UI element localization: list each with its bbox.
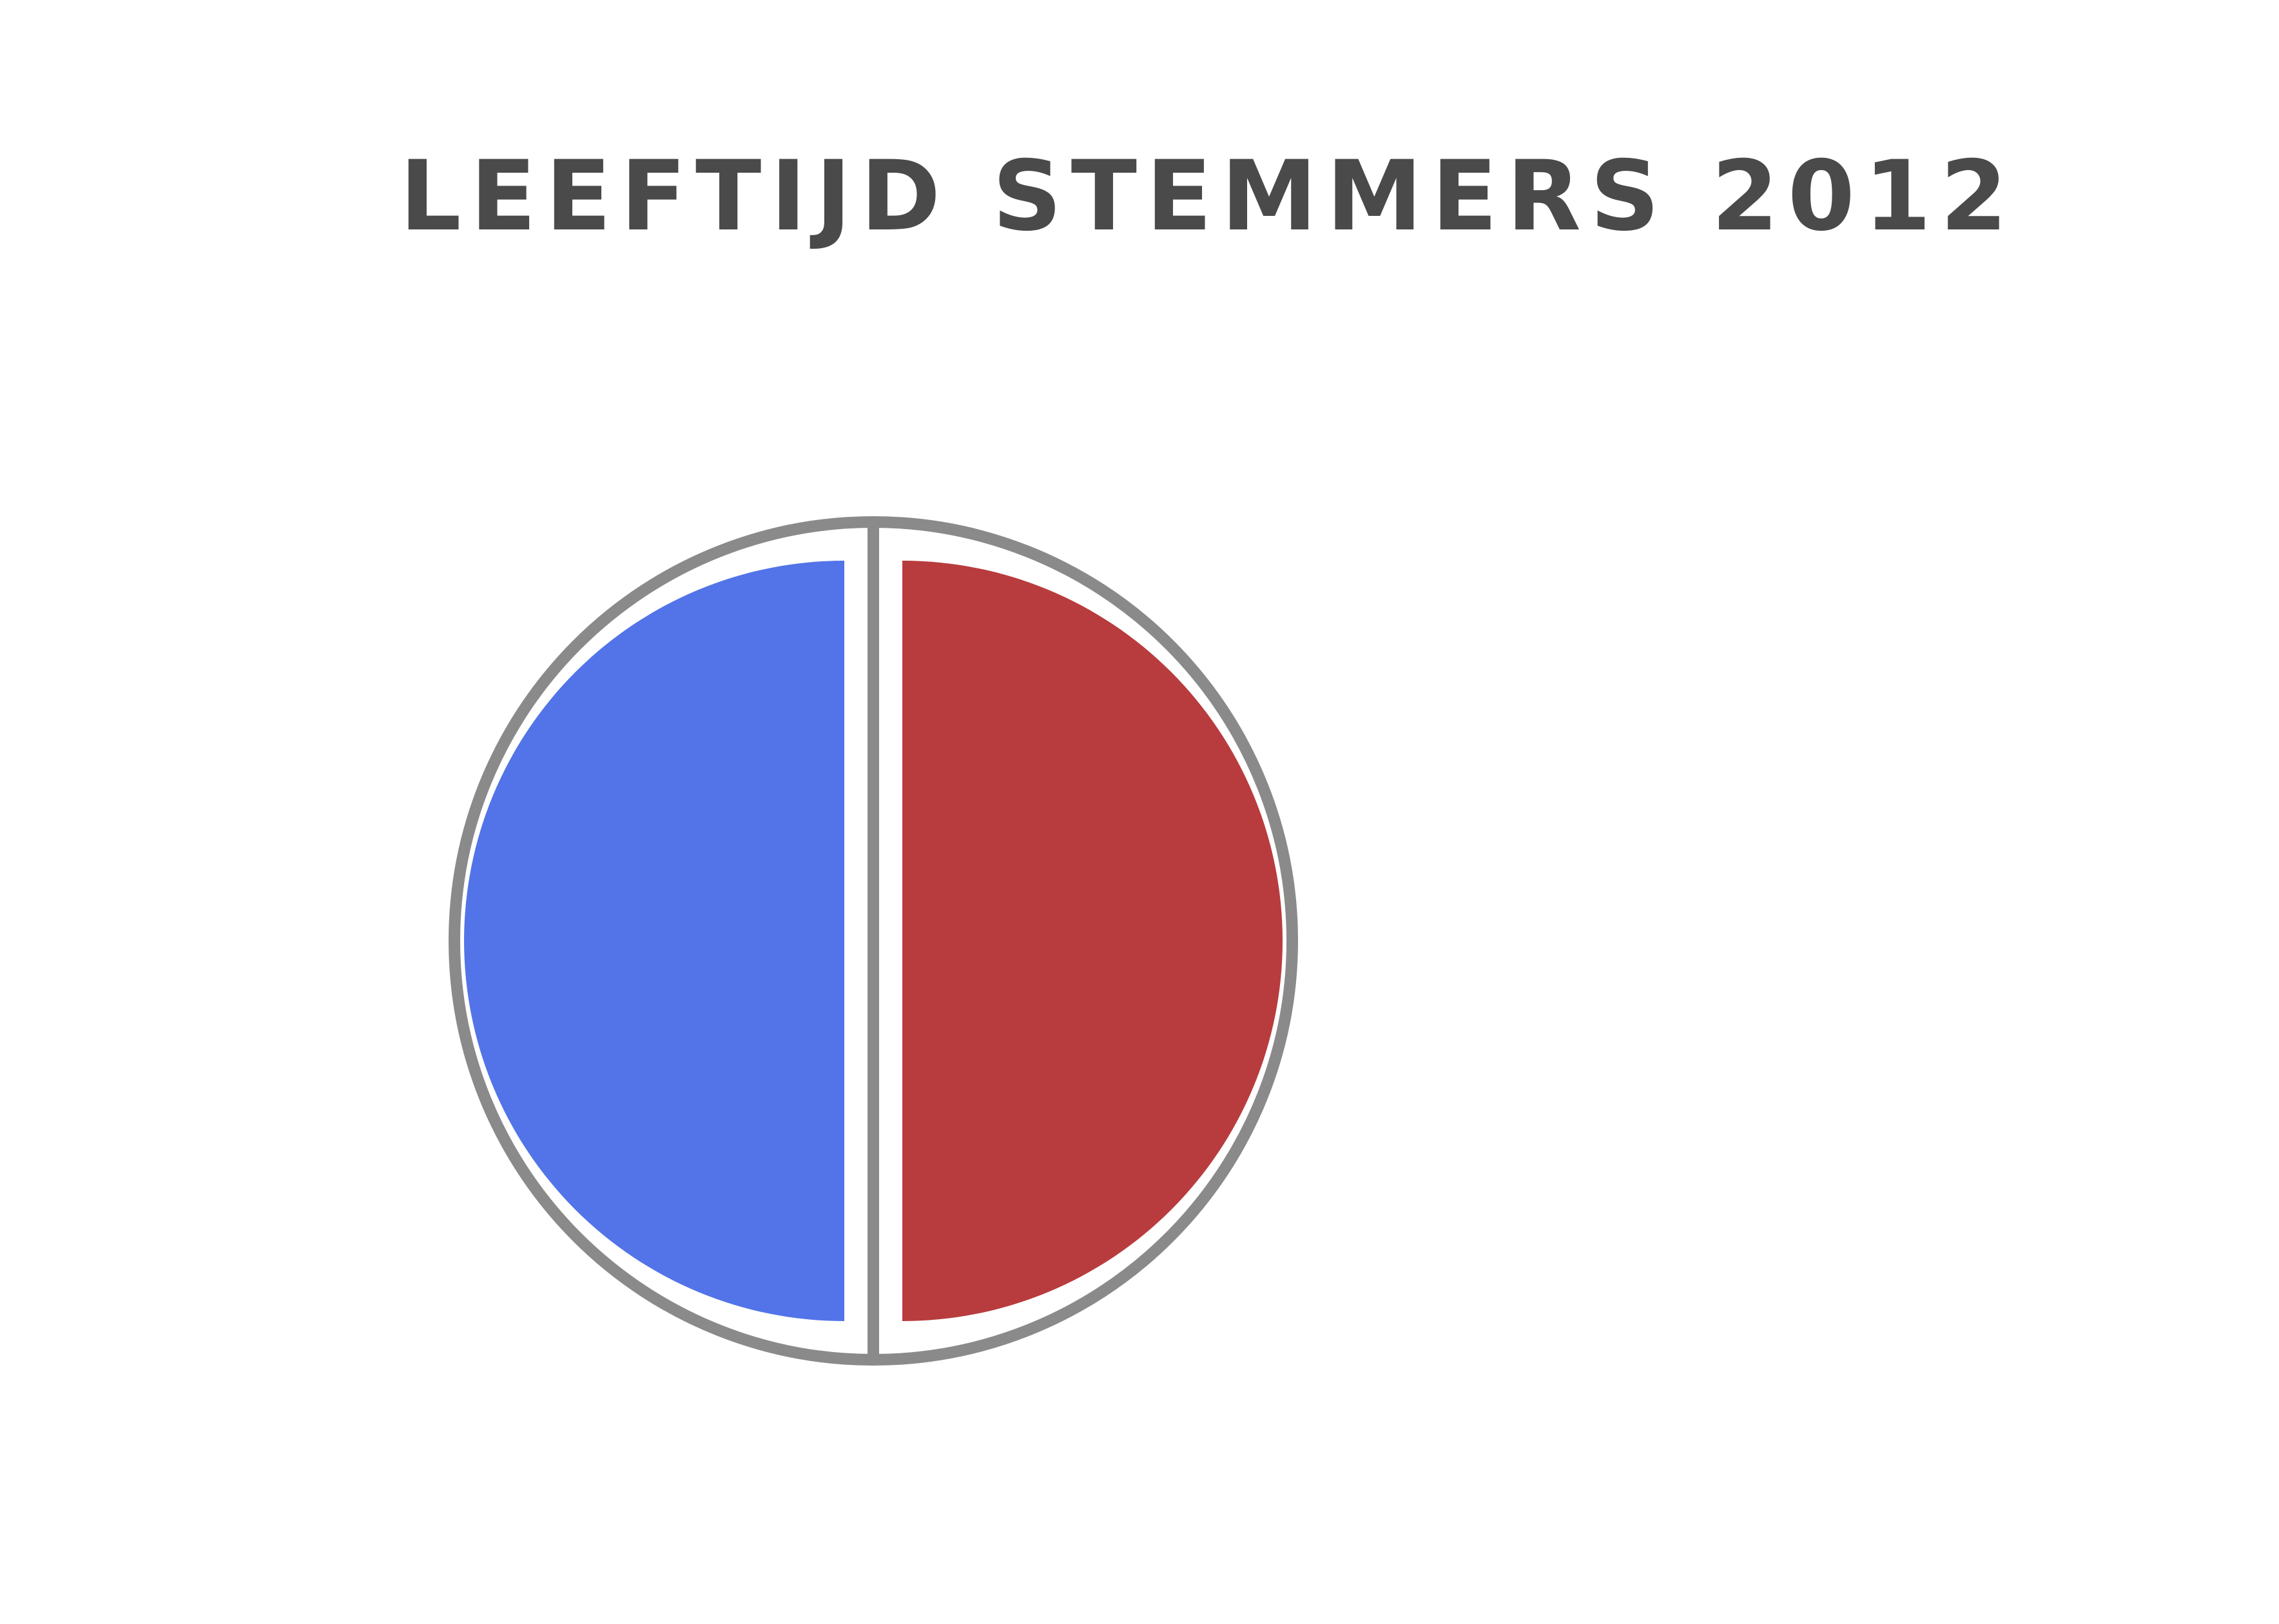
pie-slices bbox=[464, 561, 1283, 1321]
chart-title: LEEFTIJD STEMMERS 2012 bbox=[400, 140, 2017, 253]
pie-slice-1 bbox=[464, 561, 844, 1321]
pie-slice-2 bbox=[902, 561, 1283, 1321]
